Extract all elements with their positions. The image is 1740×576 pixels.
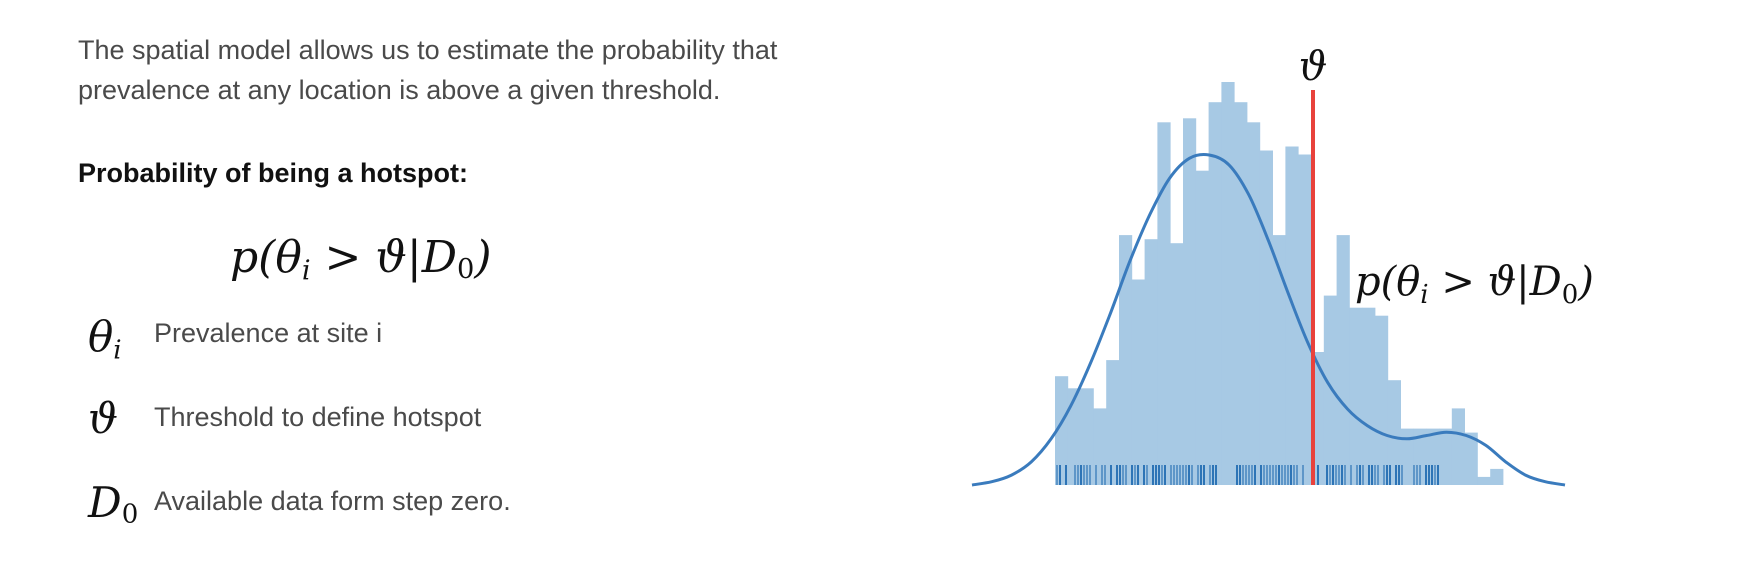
histogram-bar [1234, 102, 1248, 485]
histogram-bar [1080, 388, 1094, 485]
histogram-bar [1375, 315, 1389, 485]
section-heading: Probability of being a hotspot: [78, 158, 468, 188]
histogram-bar [1093, 408, 1107, 485]
histogram-bar [1221, 82, 1235, 485]
threshold-label: ϑ [1299, 44, 1328, 90]
rug-marks [1056, 465, 1439, 485]
histogram-bar [1362, 307, 1376, 485]
legend-text-prevalence: Prevalence at site i [154, 318, 383, 348]
histogram-bar [1439, 428, 1453, 485]
hotspot-formula: p(θi > ϑ|D0) [230, 232, 492, 287]
histogram-bar [1195, 170, 1209, 485]
histogram-bar [1272, 235, 1286, 485]
tail-probability-label: p(θi > ϑ|D0) [1355, 259, 1594, 310]
legend-symbol-data: D0 [88, 478, 139, 530]
histogram-bar [1055, 376, 1069, 485]
legend-symbol-vartheta: ϑ [88, 394, 119, 443]
histogram-bar [1067, 388, 1081, 485]
histogram-bar [1131, 279, 1145, 485]
legend-text-threshold: Threshold to define hotspot [154, 402, 482, 432]
histogram-bar [1208, 102, 1222, 485]
intro-line-1: The spatial model allows us to estimate … [78, 35, 778, 65]
histogram-bar [1285, 146, 1299, 485]
histogram-bar [1477, 476, 1491, 485]
histogram-bar [1387, 380, 1401, 485]
histogram-bar [1451, 408, 1465, 485]
histogram-bar [1157, 122, 1171, 486]
histogram-bar [1464, 432, 1478, 485]
histogram-bar [1349, 307, 1363, 485]
histogram-bar [1170, 243, 1184, 485]
histogram-bar [1298, 154, 1312, 485]
histogram-bar [1400, 428, 1414, 485]
legend-text-data: Available data form step zero. [154, 486, 511, 516]
histogram-bar [1183, 118, 1197, 486]
intro-line-2: prevalence at any location is above a gi… [78, 75, 721, 105]
histogram-bar [1247, 122, 1261, 486]
histogram-bar [1119, 235, 1133, 485]
histogram-bars [1055, 82, 1504, 486]
histogram-bar [1323, 295, 1337, 485]
histogram-bar [1490, 468, 1504, 485]
hotspot-histogram-chart: ϑ p(θi > ϑ|D0) [971, 44, 1594, 487]
legend-symbol-theta: θi [88, 312, 122, 366]
histogram-bar [1336, 235, 1350, 485]
histogram-bar [1144, 239, 1158, 485]
density-curve [971, 153, 1566, 487]
histogram-bar [1259, 150, 1273, 485]
histogram-bar [1106, 360, 1120, 485]
intro-text: The spatial model allows us to estimate … [78, 30, 858, 110]
